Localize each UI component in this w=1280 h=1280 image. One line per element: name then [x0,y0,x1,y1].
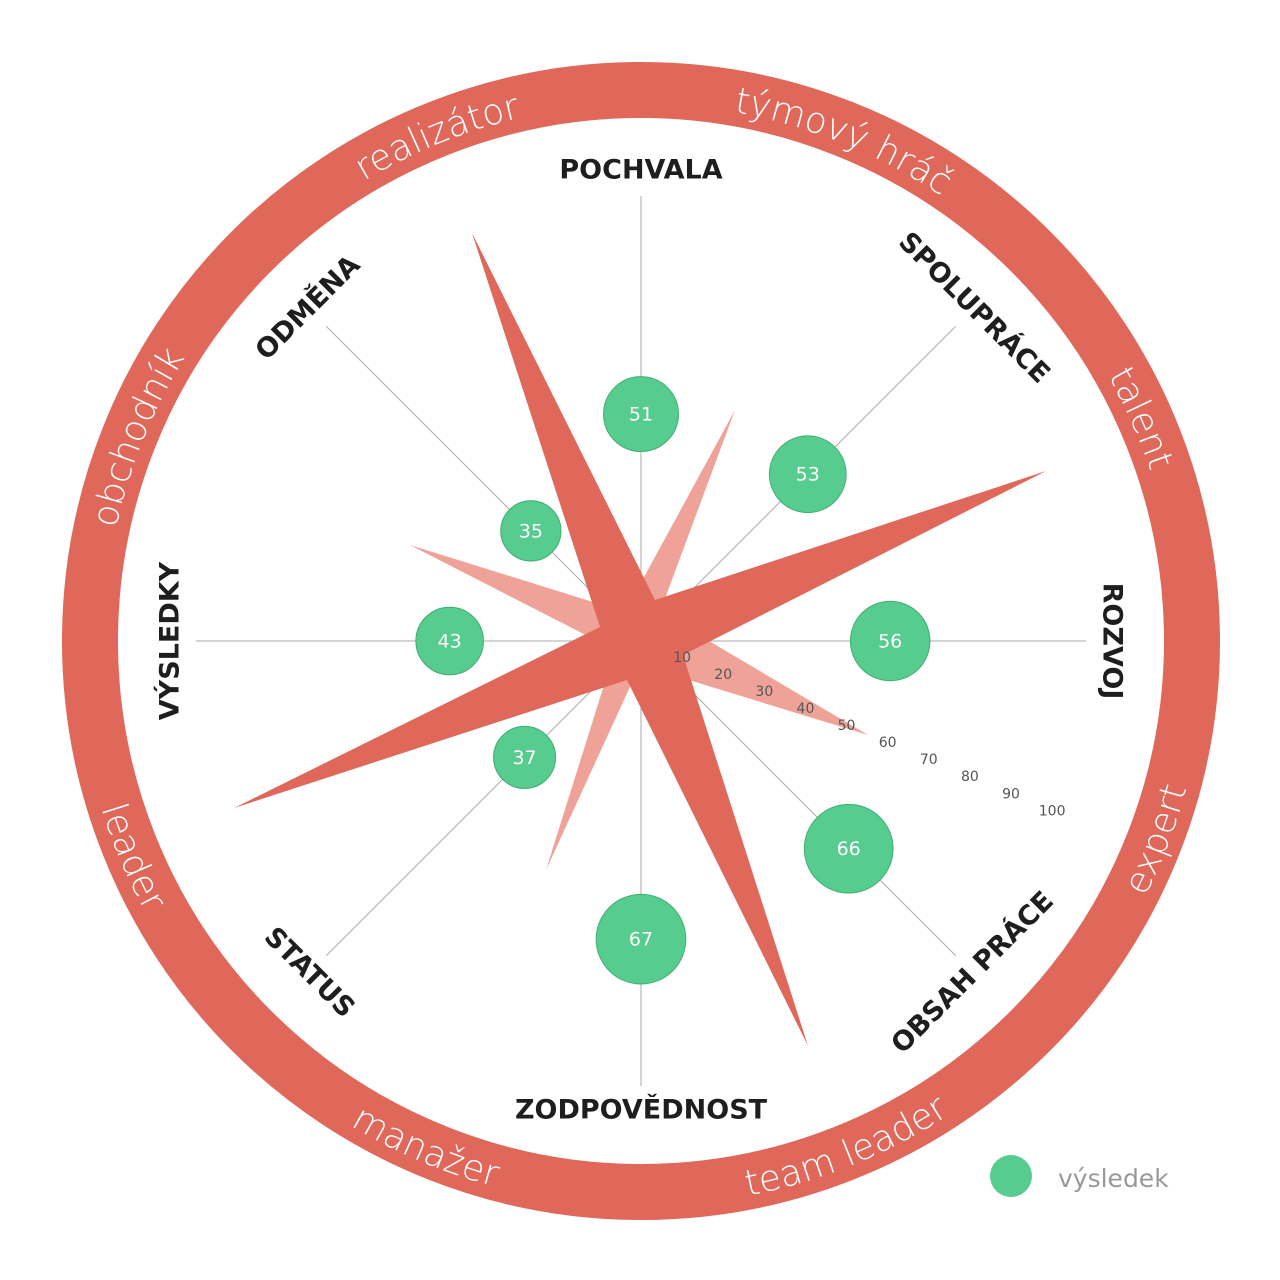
bubble [500,500,562,562]
bubble-label: 67 [629,929,653,951]
category-label: POCHVALA [559,155,722,186]
outer-ring [62,62,1220,1220]
star-dark [234,233,1046,1046]
legend-label: výsledek [1058,1164,1169,1193]
radial-tick-label: 100 [1039,803,1066,819]
radial-tick-label: 10 [673,650,691,666]
bubble-label: 66 [837,838,861,860]
bubble-label: 35 [519,520,543,542]
bubble [849,600,931,682]
radial-tick-label: 30 [755,684,773,700]
category-label: ROZVOJ [1097,583,1128,700]
radial-tick-label: 50 [838,718,856,734]
radial-tick-label: 70 [920,752,938,768]
radial-tick-label: 40 [797,701,815,717]
radial-tick-label: 60 [879,735,897,751]
bubble [803,803,894,894]
bubble [595,893,687,985]
axis-line [325,640,642,957]
bubble [493,725,557,789]
bubble-label: 51 [629,404,653,426]
legend-swatch [990,1155,1032,1197]
radial-tick-label: 80 [961,769,979,785]
radial-tick-label: 20 [714,667,732,683]
category-label: ZODPOVĚDNOST [515,1094,768,1126]
bubble-label: 53 [796,464,820,486]
radial-tick-label: 90 [1002,786,1020,802]
bubble-label: 56 [878,631,902,653]
bubble [415,606,484,676]
bubble-label: 43 [438,631,462,653]
bubble [768,435,847,514]
bubble-label: 37 [512,747,536,769]
category-label: VÝSLEDKY [154,561,186,720]
bubble [603,376,679,453]
